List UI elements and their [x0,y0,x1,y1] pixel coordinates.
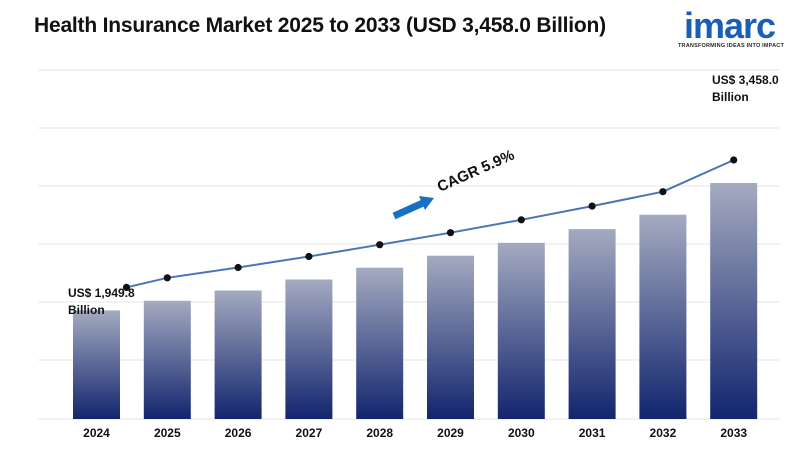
bar-2026 [214,290,262,419]
x-tick-2029: 2029 [437,426,464,440]
imarc-logo: imarc TRANSFORMING IDEAS INTO IMPACT [676,6,788,52]
cagr-arrow [392,196,434,220]
bar-2024 [73,310,120,419]
trend-point-2027 [305,252,313,261]
x-tick-2033: 2033 [720,426,747,440]
bar-2032 [639,214,687,419]
x-tick-2026: 2026 [225,426,252,440]
x-tick-2032: 2032 [650,426,677,440]
cagr-label: CAGR 5.9% [435,147,517,196]
bar-2025 [143,300,191,419]
x-tick-2024: 2024 [83,426,110,440]
end-value-unit: Billion [712,90,749,104]
bar-2031 [568,229,616,419]
x-tick-2031: 2031 [579,426,606,440]
bar-2027 [285,279,333,419]
start-value-unit: Billion [68,303,105,317]
trend-point-2024 [122,283,131,291]
bar-2029 [427,255,474,419]
bar-2028 [356,267,404,419]
x-tick-2025: 2025 [154,426,181,440]
bars [73,183,758,419]
trend-polyline [126,159,735,289]
chart-title: Health Insurance Market 2025 to 2033 (US… [34,14,606,37]
trend-point-2030 [517,216,525,224]
trend-point-2026 [234,263,242,272]
start-value-label: US$ 1,949.8 [68,286,135,300]
end-value-label: US$ 3,458.0 [712,73,779,87]
x-tick-2030: 2030 [508,426,535,440]
x-tick-2027: 2027 [296,426,323,440]
x-tick-2028: 2028 [366,426,393,440]
trend-point-2033 [730,156,738,164]
bar-2033 [710,183,758,419]
logo-wordmark: imarc [684,5,776,46]
trend-point-2031 [588,202,596,210]
bar-2030 [497,242,545,419]
trend-point-2029 [446,229,455,237]
x-axis-ticks: 2024 2025 2026 2027 2028 2029 2030 2031 2032 2033 [83,426,747,440]
logo-tagline: TRANSFORMING IDEAS INTO IMPACT [678,43,785,49]
trend-point-2028 [376,241,384,249]
trend-point-2032 [659,188,667,196]
trend-point-2025 [163,274,171,282]
trend-line [122,156,738,291]
